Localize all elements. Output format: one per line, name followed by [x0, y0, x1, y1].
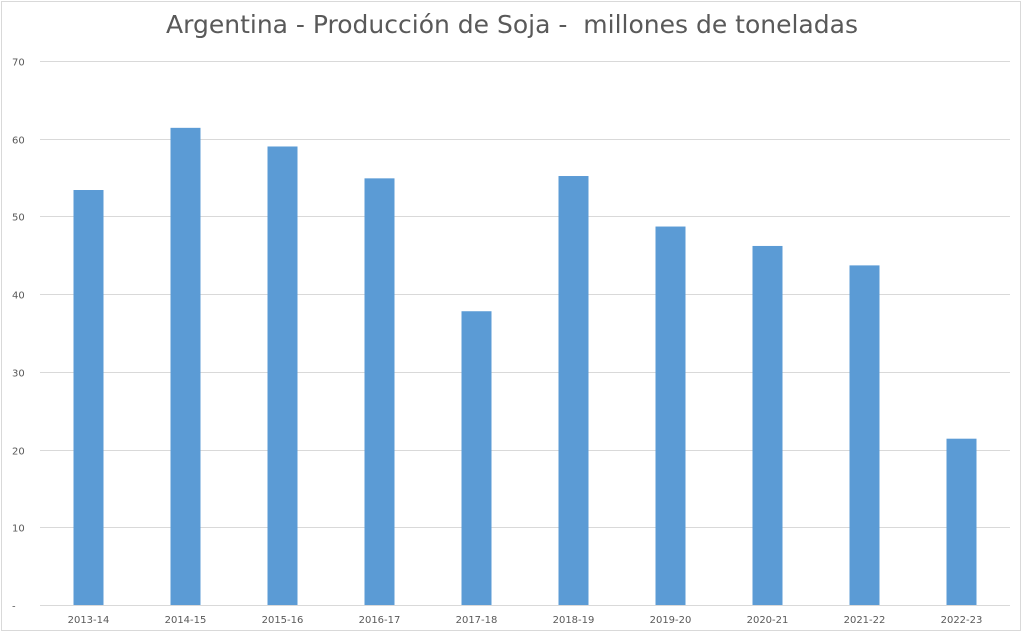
bar	[461, 311, 492, 605]
bar	[267, 146, 298, 605]
x-tick-label: 2014-15	[165, 615, 207, 626]
x-tick-label: 2021-22	[844, 615, 886, 626]
x-tick-label: 2013-14	[68, 615, 110, 626]
bar	[170, 127, 201, 605]
x-tick-label: 2017-18	[456, 615, 498, 626]
x-tick-label: 2018-19	[553, 615, 595, 626]
bar	[655, 226, 686, 605]
bar	[558, 176, 589, 605]
bar	[752, 245, 783, 605]
y-tick-label: 30	[12, 369, 25, 380]
x-tick-label: 2016-17	[359, 615, 401, 626]
x-tick-label: 2020-21	[747, 615, 789, 626]
x-tick-label: 2019-20	[650, 615, 692, 626]
bar	[364, 178, 395, 605]
y-tick-label: 70	[12, 58, 25, 69]
x-tick-label: 2015-16	[262, 615, 304, 626]
y-tick-label: 50	[12, 213, 25, 224]
bar	[946, 438, 977, 605]
y-tick-label: 40	[12, 291, 25, 302]
y-tick-label: 20	[12, 447, 25, 458]
bar	[849, 265, 880, 605]
y-tick-label: -	[12, 602, 16, 613]
bar	[73, 190, 104, 605]
x-tick-label: 2022-23	[941, 615, 983, 626]
chart-title: Argentina - Producción de Soja - millone…	[166, 10, 858, 39]
y-tick-label: 60	[12, 136, 25, 147]
y-tick-label: 10	[12, 524, 25, 535]
